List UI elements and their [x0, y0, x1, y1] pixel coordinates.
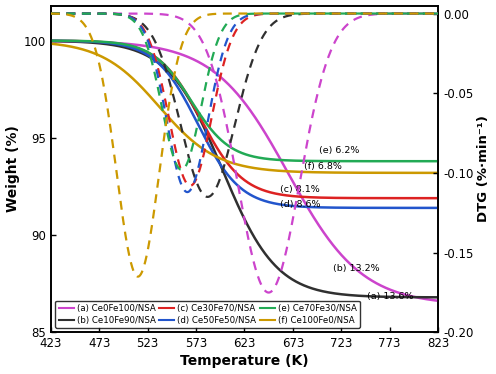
Text: (a) 13.6%: (a) 13.6%: [368, 292, 414, 301]
Text: (e) 6.2%: (e) 6.2%: [319, 146, 359, 155]
Y-axis label: DTG (%·min⁻¹): DTG (%·min⁻¹): [478, 116, 491, 223]
Y-axis label: Weight (%): Weight (%): [5, 126, 19, 212]
Text: (c) 8.1%: (c) 8.1%: [280, 185, 320, 194]
Legend: (a) Ce0Fe100/NSA, (b) Ce10Fe90/NSA, (c) Ce30Fe70/NSA, (d) Ce50Fe50/NSA, (e) Ce70: (a) Ce0Fe100/NSA, (b) Ce10Fe90/NSA, (c) …: [55, 301, 360, 328]
Text: (b) 13.2%: (b) 13.2%: [333, 264, 380, 273]
X-axis label: Temperature (K): Temperature (K): [180, 355, 309, 368]
Text: (d) 8.6%: (d) 8.6%: [280, 200, 321, 209]
Text: (f) 6.8%: (f) 6.8%: [305, 162, 342, 171]
